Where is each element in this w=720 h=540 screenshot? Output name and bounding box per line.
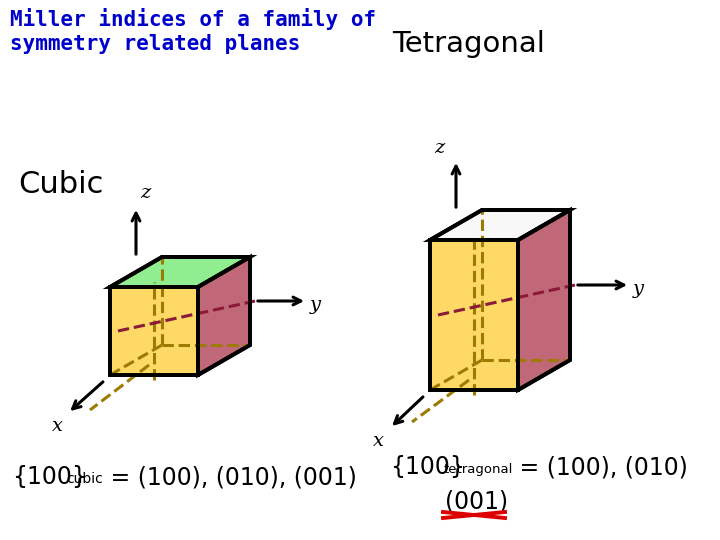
Text: symmetry related planes: symmetry related planes	[10, 34, 300, 54]
Polygon shape	[430, 240, 518, 390]
Text: (001): (001)	[445, 490, 508, 514]
Text: = (100), (010): = (100), (010)	[512, 455, 688, 479]
Text: Miller indices of a family of: Miller indices of a family of	[10, 8, 376, 30]
Text: z: z	[140, 184, 150, 202]
Text: cubic: cubic	[66, 472, 103, 486]
Text: {100}: {100}	[390, 455, 465, 479]
Text: x: x	[52, 417, 63, 435]
Text: Tetragonal: Tetragonal	[392, 30, 545, 58]
Text: tetragonal: tetragonal	[444, 463, 513, 476]
Text: x: x	[373, 432, 384, 450]
Polygon shape	[110, 287, 198, 375]
Text: y: y	[633, 280, 644, 298]
Text: {100}: {100}	[12, 465, 87, 489]
Text: = (100), (010), (001): = (100), (010), (001)	[103, 465, 357, 489]
Text: Cubic: Cubic	[18, 170, 104, 199]
Polygon shape	[518, 210, 570, 390]
Polygon shape	[110, 257, 250, 287]
Polygon shape	[430, 210, 570, 240]
Text: y: y	[310, 296, 321, 314]
Text: z: z	[434, 139, 444, 157]
Polygon shape	[198, 257, 250, 375]
